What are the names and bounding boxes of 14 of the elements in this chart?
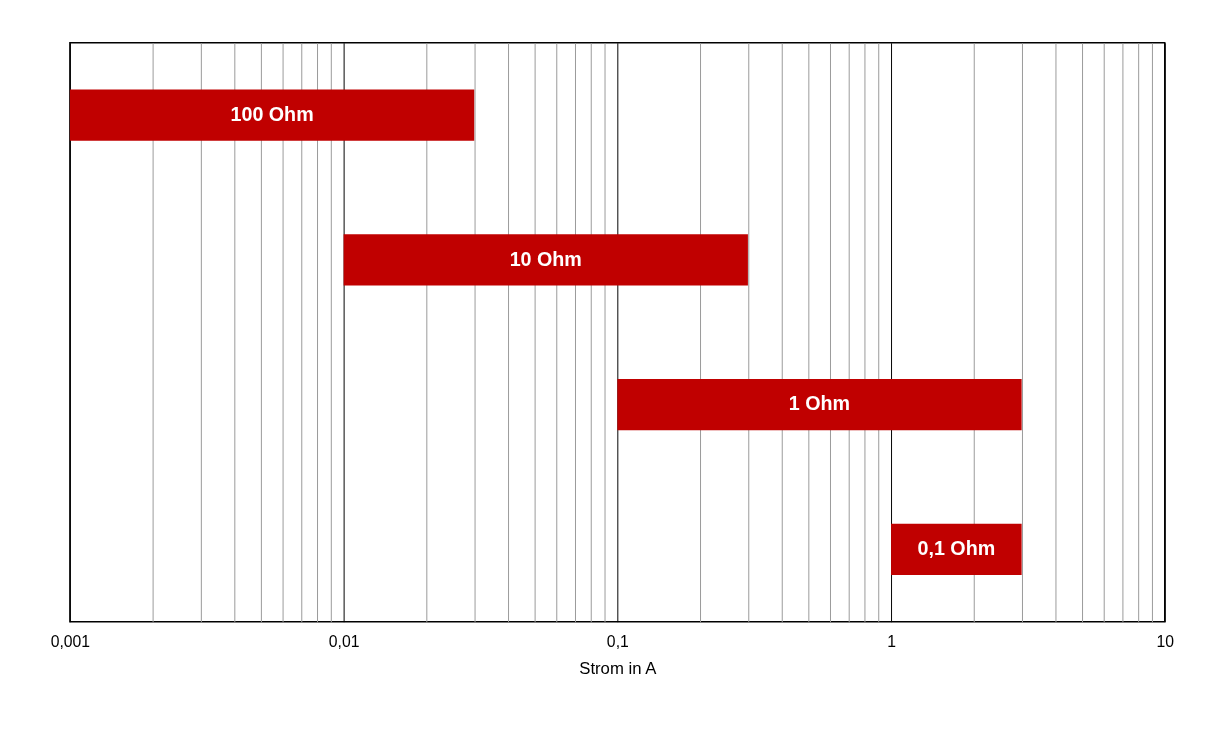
bar [617, 378, 1022, 431]
x-tick-label: 0,01 [328, 632, 360, 650]
x-tick-label: 0,001 [50, 632, 91, 650]
x-tick-label: 0,1 [606, 632, 629, 650]
bar [343, 234, 748, 286]
bar [891, 523, 1022, 575]
bar [69, 89, 475, 141]
x-axis-title: Strom in A [579, 659, 658, 679]
x-tick-label: 10 [1156, 632, 1175, 650]
y-tick-label: 0,1 Ohm [917, 537, 996, 560]
y-tick-label: 1 Ohm [788, 392, 851, 415]
y-tick-label: 10 Ohm [509, 247, 582, 270]
x-tick-label: 1 [887, 632, 896, 650]
y-tick-label: 100 Ohm [230, 103, 314, 126]
